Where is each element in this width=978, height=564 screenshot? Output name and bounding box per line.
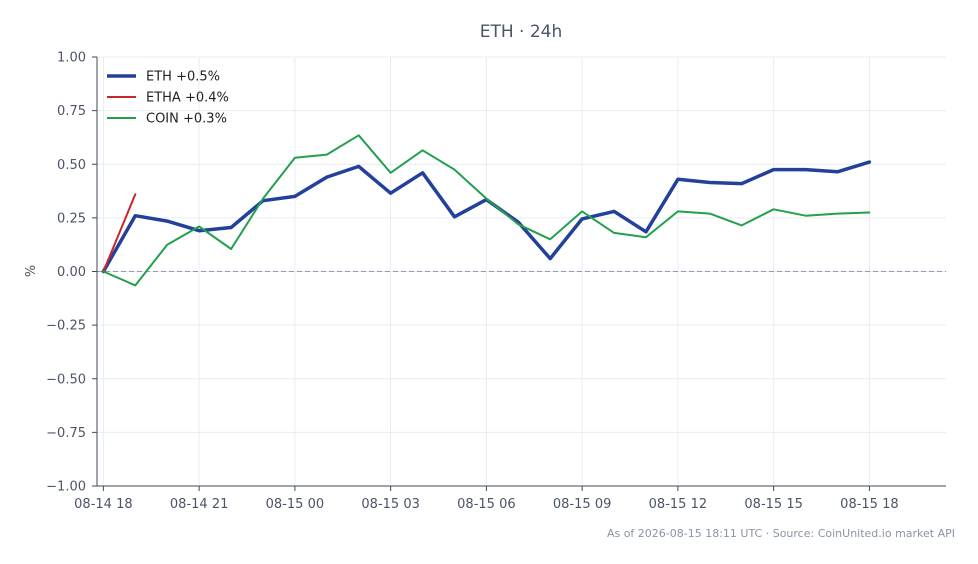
legend-entry: COIN +0.3%	[146, 112, 227, 127]
legend-entry: ETH +0.5%	[146, 70, 220, 85]
y-tick-label: 1.00	[57, 51, 86, 66]
series-line-2	[102, 193, 137, 273]
legend-entry: ETHA +0.4%	[146, 91, 229, 106]
y-tick-label: −1.00	[46, 480, 86, 495]
y-tick-label: −0.50	[46, 372, 86, 387]
y-tick-label: 0.25	[57, 211, 86, 226]
x-tick-label: 08-14 18	[74, 497, 132, 512]
y-tick-label: 0.50	[57, 158, 86, 173]
y-axis-ticks: 1.00 0.75 0.50 0.25 0.00 −0.25 −0.50 −0.75 −1.00	[46, 51, 97, 495]
series-lines	[101, 134, 872, 287]
x-tick-label: 08-15 06	[457, 497, 515, 512]
y-tick-label: −0.25	[46, 319, 86, 334]
y-tick-label: 0.75	[57, 104, 86, 119]
x-tick-label: 08-14 21	[170, 497, 228, 512]
chart-title: ETH · 24h	[480, 22, 563, 42]
y-tick-label: 0.00	[57, 265, 86, 280]
x-tick-label: 08-15 12	[649, 497, 707, 512]
legend: ETH +0.5% ETHA +0.4% COIN +0.3%	[107, 70, 229, 127]
x-axis-ticks: 08-14 18 08-14 21 08-15 00 08-15 03 08-15 06…	[74, 486, 899, 512]
series-line-3	[102, 134, 871, 287]
source-note: As of 2026-08-15 18:11 UTC · Source: Coi…	[607, 527, 955, 540]
x-tick-label: 08-15 00	[266, 497, 324, 512]
x-tick-label: 08-15 15	[744, 497, 802, 512]
x-tick-label: 08-15 03	[361, 497, 419, 512]
y-axis-label: %	[24, 265, 39, 277]
y-tick-label: −0.75	[46, 426, 86, 441]
x-tick-label: 08-15 09	[553, 497, 611, 512]
x-tick-label: 08-15 18	[840, 497, 898, 512]
